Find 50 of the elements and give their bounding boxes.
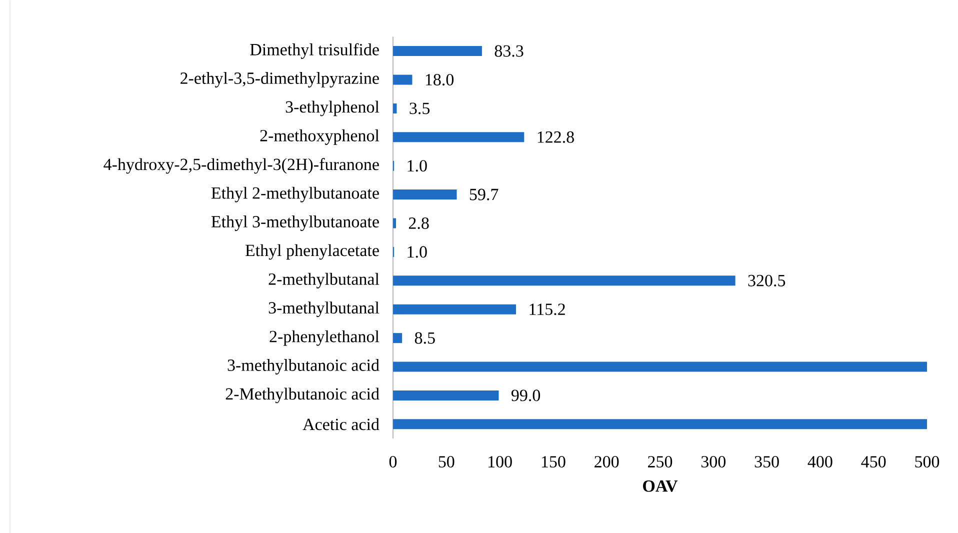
bar	[393, 275, 736, 286]
data-label: 2.8	[408, 217, 429, 229]
bar	[393, 304, 516, 314]
x-tick-label: 400	[808, 456, 832, 468]
y-tick-label: 2-Methylbutanoic acid	[226, 388, 380, 403]
y-tick-label: 3-methylbutanal	[268, 301, 380, 317]
bar	[393, 74, 412, 85]
data-label: 83.3	[494, 45, 524, 57]
x-tick-label: 0	[389, 456, 397, 468]
bar	[393, 332, 402, 343]
x-tick-label: 300	[701, 456, 726, 468]
bar	[393, 189, 457, 200]
data-label: 18.0	[426, 74, 454, 86]
x-tick-label: 500	[915, 456, 940, 468]
x-tick-label: 350	[754, 456, 779, 468]
data-label: 59.7	[470, 188, 498, 200]
data-label: 115.2	[530, 303, 565, 315]
data-label: 1.0	[408, 160, 427, 172]
x-tick-label: 250	[648, 456, 672, 468]
bar	[393, 362, 927, 372]
data-label: 8.5	[414, 332, 435, 344]
x-tick-label: 100	[488, 456, 512, 468]
y-tick-label: Ethyl 2-methylbutanoate	[211, 186, 379, 202]
y-tick-label: 2-ethyl-3,5-dimethylpyrazine	[180, 72, 379, 88]
y-tick-label: 3-ethylphenol	[286, 100, 380, 116]
data-label: 122.8	[538, 131, 574, 143]
bar	[393, 46, 482, 56]
y-tick-label: 3-methylbutanoic acid	[228, 358, 380, 374]
y-tick-label: Dimethyl trisulfide	[250, 43, 379, 59]
bar	[393, 218, 396, 228]
bar	[393, 103, 397, 114]
bar	[393, 132, 524, 142]
bar	[393, 390, 499, 400]
y-tick-label: 4-hydroxy-2,5-dimethyl-3(2H)-furanone	[104, 158, 379, 174]
y-tick-label: Acetic acid	[302, 418, 380, 430]
data-label: 1.0	[408, 246, 427, 258]
y-tick-label: 2-methylbutanal	[268, 272, 380, 288]
bar	[393, 418, 927, 429]
y-tick-label: Ethyl phenylacetate	[245, 244, 379, 260]
x-axis-title: OAV	[643, 480, 678, 492]
x-tick-label: 150	[542, 456, 566, 468]
data-label: 320.5	[748, 274, 786, 286]
x-tick-label: 200	[594, 456, 619, 468]
y-tick-label: 2-methoxyphenol	[260, 129, 380, 145]
data-label: 99.0	[511, 389, 540, 402]
x-tick-label: 50	[438, 456, 454, 468]
x-tick-label: 450	[861, 456, 886, 468]
y-tick-label: 2-phenylethanol	[270, 330, 380, 346]
data-label: 3.5	[410, 102, 430, 114]
y-tick-label: Ethyl 3-methylbutanoate	[211, 215, 379, 231]
